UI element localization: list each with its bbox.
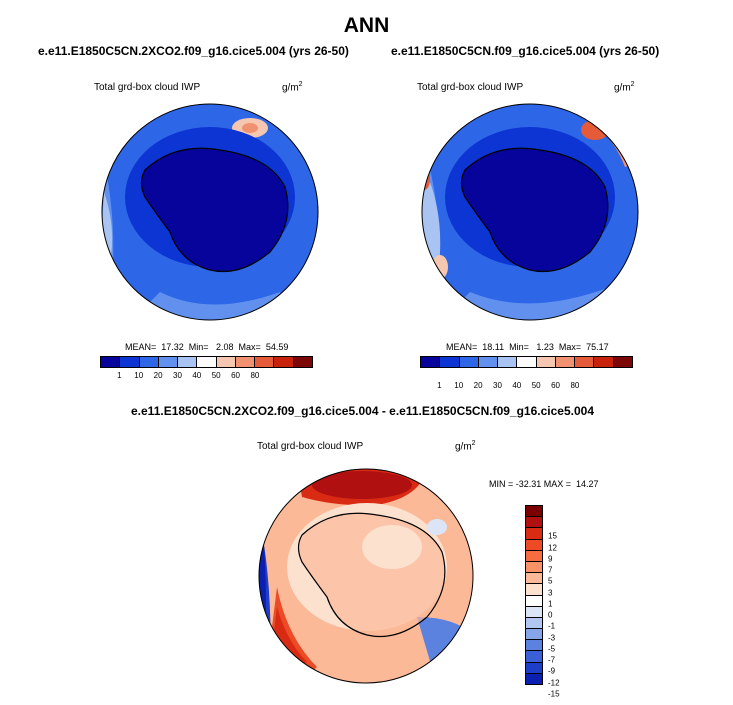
colorbar-swatch — [526, 528, 542, 540]
colorbar-swatch — [197, 357, 217, 367]
colorbar-swatch — [293, 357, 312, 367]
colorbar-tick-label: 80 — [570, 381, 580, 390]
panel1-map — [101, 103, 319, 321]
panel1-stats: MEAN= 17.32 Min= 2.08 Max= 54.59 — [125, 342, 289, 352]
panel2-title: e.e11.E1850C5CN.f09_g16.cice5.004 (yrs 2… — [391, 44, 660, 58]
colorbar-tick-label: 10 — [134, 371, 144, 380]
colorbar-swatch — [575, 357, 595, 367]
colorbar-tick-label: 1 — [117, 371, 122, 380]
main-title: ANN — [343, 14, 390, 37]
panel3-colorbar — [525, 505, 543, 685]
colorbar-swatch — [526, 606, 542, 618]
colorbar-swatch — [526, 561, 542, 574]
panel2-units: g/m2 — [614, 81, 635, 94]
colorbar-swatch — [235, 357, 256, 367]
colorbar-swatch — [526, 617, 542, 630]
colorbar-tick-label: 0 — [548, 610, 553, 620]
panel3-stats: MIN = -32.31 MAX = 14.27 — [489, 479, 599, 489]
colorbar-swatch — [526, 506, 542, 518]
panel2-variable-label: Total grd-box cloud IWP — [417, 82, 524, 93]
colorbar-swatch — [526, 629, 542, 641]
colorbar-swatch — [526, 539, 542, 551]
colorbar-tick-label: -12 — [548, 678, 560, 687]
colorbar-swatch — [526, 651, 542, 663]
colorbar-tick-label: 7 — [548, 565, 553, 575]
colorbar-swatch — [526, 640, 542, 652]
panel3-units: g/m2 — [455, 440, 476, 453]
panel1-colorbar-ticks: 1 10 20 30 40 50 60 80 — [100, 370, 313, 380]
colorbar-tick-label: 50 — [531, 381, 541, 390]
colorbar-swatch — [517, 357, 537, 367]
colorbar-swatch — [139, 357, 159, 367]
colorbar-swatch — [498, 357, 518, 367]
colorbar-swatch — [526, 662, 542, 674]
panel2-map — [421, 103, 639, 321]
colorbar-tick-label: 3 — [548, 588, 553, 597]
colorbar-swatch — [526, 673, 542, 684]
colorbar-swatch — [274, 357, 294, 367]
colorbar-tick-label: -1 — [548, 621, 556, 631]
colorbar-swatch — [526, 517, 542, 529]
colorbar-swatch — [478, 357, 499, 367]
colorbar-tick-label: -3 — [548, 633, 556, 642]
colorbar-tick-label: 20 — [153, 371, 163, 380]
colorbar-tick-label: 1 — [437, 381, 442, 390]
panel2-colorbar-ticks: 1 10 20 30 40 50 60 80 — [420, 380, 633, 390]
panel1-units: g/m2 — [282, 81, 303, 94]
colorbar-tick-label: -7 — [548, 655, 556, 665]
colorbar-swatch — [526, 584, 542, 596]
colorbar-swatch — [158, 357, 179, 367]
colorbar-tick-label: 50 — [211, 371, 221, 380]
panel1-colorbar — [100, 356, 313, 368]
colorbar-tick-label: 9 — [548, 554, 553, 564]
panel3-map — [258, 468, 474, 684]
colorbar-swatch — [555, 357, 576, 367]
colorbar-tick-label: 40 — [512, 381, 522, 390]
colorbar-tick-label: -5 — [548, 644, 556, 654]
colorbar-tick-label: 12 — [548, 543, 557, 552]
colorbar-swatch — [459, 357, 479, 367]
colorbar-swatch — [526, 595, 542, 607]
colorbar-tick-label: 80 — [250, 371, 260, 380]
colorbar-tick-label: -9 — [548, 666, 556, 676]
panel1-title: e.e11.E1850C5CN.2XCO2.f09_g16.cice5.004 … — [38, 44, 349, 58]
colorbar-tick-label: 40 — [192, 371, 202, 380]
colorbar-tick-label: 60 — [231, 371, 240, 380]
panel2-colorbar — [420, 356, 633, 368]
panel3-title: e.e11.E1850C5CN.2XCO2.f09_g16.cice5.004 … — [131, 404, 594, 418]
colorbar-swatch — [440, 357, 460, 367]
colorbar-swatch — [421, 357, 441, 367]
colorbar-swatch — [613, 357, 632, 367]
colorbar-tick-label: 10 — [454, 381, 464, 390]
colorbar-swatch — [594, 357, 614, 367]
colorbar-swatch — [101, 357, 121, 367]
colorbar-swatch — [536, 357, 556, 367]
panel3-colorbar-ticks: 15 12 9 7 5 3 1 0 -1 -3 -5 -7 -9 -12 -15 — [548, 525, 578, 705]
colorbar-tick-label: 5 — [548, 576, 553, 586]
colorbar-tick-label: 30 — [493, 381, 502, 390]
panel2-stats: MEAN= 18.11 Min= 1.23 Max= 75.17 — [446, 342, 609, 352]
colorbar-swatch — [120, 357, 140, 367]
colorbar-swatch — [255, 357, 275, 367]
colorbar-tick-label: 15 — [548, 531, 557, 541]
colorbar-tick-label: 30 — [173, 371, 182, 380]
colorbar-swatch — [526, 550, 542, 562]
panel3-variable-label: Total grd-box cloud IWP — [257, 441, 364, 452]
colorbar-tick-label: 20 — [473, 381, 483, 390]
colorbar-tick-label: 60 — [551, 381, 560, 390]
colorbar-swatch — [526, 573, 542, 585]
colorbar-swatch — [216, 357, 236, 367]
colorbar-swatch — [178, 357, 198, 367]
colorbar-tick-label: 1 — [548, 599, 553, 609]
panel1-variable-label: Total grd-box cloud IWP — [94, 82, 201, 93]
